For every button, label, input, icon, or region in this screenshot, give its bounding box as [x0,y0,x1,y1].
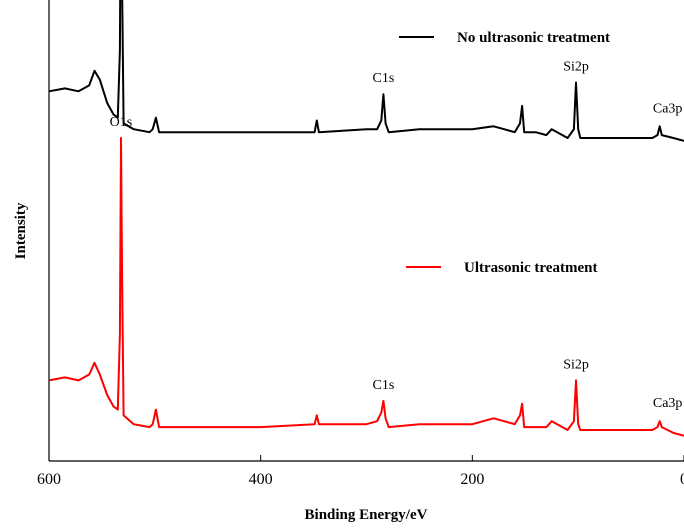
peak-label: C1s [373,71,395,86]
plot-frame [48,0,684,462]
series-line-0 [48,0,684,142]
legend-label: Ultrasonic treatment [464,260,597,276]
x-ticks: 600 400 200 0 [37,455,684,488]
series-layer [48,0,684,437]
x-tick-label: 200 [460,471,484,488]
peak-label: Ca3p [653,396,683,411]
peak-label: O1s [110,115,133,130]
x-tick-label: 400 [249,471,273,488]
peak-label: Ca3p [653,101,683,116]
x-axis-title: Binding Energy/eV [305,507,428,523]
x-tick-label: 600 [37,471,61,488]
series-line-1 [48,137,684,437]
peak-label: Si2p [563,357,589,372]
peak-annotations: O1sC1sSi2pCa3pO1sC1sSi2pCa3p [110,60,683,412]
y-axis-title: Intensity [13,202,29,259]
legend-label: No ultrasonic treatment [457,30,610,46]
peak-label: C1s [373,378,395,393]
peak-label: Si2p [563,60,589,75]
legends: No ultrasonic treatment Ultrasonic treatm… [399,30,610,276]
x-tick-label: 0 [680,471,684,488]
